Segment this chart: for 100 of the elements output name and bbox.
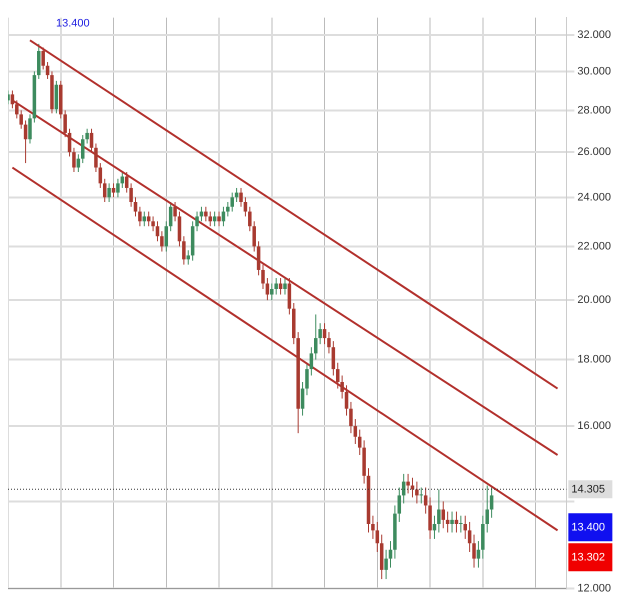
candlestick: [41, 46, 45, 70]
y-tick-label: 18.000: [577, 354, 612, 366]
text: 13.302: [571, 551, 606, 564]
candlestick: [459, 515, 463, 533]
candlestick: [248, 206, 252, 232]
candlestick: [283, 278, 287, 296]
candlestick: [463, 515, 467, 540]
candlestick: [72, 147, 76, 173]
candlestick: [415, 481, 419, 504]
candlestick: [446, 511, 450, 533]
candlestick: [420, 486, 424, 504]
candlestick: [85, 128, 89, 144]
candlestick: [322, 322, 326, 345]
y-tick-label: 20.000: [577, 294, 612, 306]
candlestick: [450, 511, 454, 533]
candlestick: [441, 500, 446, 529]
candlestick: [266, 278, 270, 301]
candlestick: [102, 178, 106, 203]
y-tick-label: 16.000: [577, 420, 612, 432]
candlestick: [160, 230, 164, 252]
candlestick: [384, 549, 388, 580]
candlestick: [116, 178, 120, 198]
candlestick: [252, 220, 256, 252]
candlestick: [120, 172, 124, 188]
candlestick: [24, 120, 28, 164]
candlestick: [112, 182, 116, 198]
candlestick: [146, 211, 150, 227]
candlestick: [490, 486, 494, 518]
candlestick: [142, 211, 146, 227]
annotation: 13.400: [56, 18, 90, 30]
candlestick: [156, 220, 160, 242]
candlestick: [354, 418, 358, 444]
candlestick: [261, 264, 265, 290]
candlestick: [402, 473, 406, 504]
candlestick: [230, 192, 234, 212]
candlestick: [336, 362, 340, 390]
candlestick: [344, 384, 348, 416]
candlestick: [124, 172, 128, 194]
candlestick: [182, 236, 186, 266]
y-tick-label: 24.000: [577, 191, 612, 204]
candlestick: [406, 473, 410, 494]
candlestick: [46, 62, 50, 80]
candlestick: [256, 240, 260, 276]
candlestick: [349, 401, 353, 434]
candlestick: [134, 196, 138, 217]
candlestick: [94, 143, 98, 173]
candlestick: [204, 206, 208, 222]
candlestick: [371, 515, 375, 540]
candlestick: [107, 182, 111, 203]
y-tick-label: 28.000: [577, 104, 612, 116]
candlestick: [472, 534, 476, 568]
candlestick: [151, 216, 155, 232]
candlestick: [332, 340, 336, 376]
candlestick: [222, 206, 226, 227]
candlestick: [340, 375, 344, 400]
candlestick: [274, 278, 278, 296]
candlestick: [239, 187, 243, 208]
text: 13.400: [571, 521, 606, 534]
ref-line-label: 14.305: [571, 483, 606, 496]
candlestick: [226, 202, 230, 217]
candlestick: [314, 314, 318, 360]
candlestick: [398, 486, 402, 522]
candlestick: [388, 540, 392, 568]
candlestick: [234, 187, 238, 203]
candlestick: [68, 128, 72, 157]
candlestick: [200, 206, 204, 222]
candlestick: [376, 521, 380, 552]
candlestick: [195, 211, 199, 232]
candlestick: [76, 154, 80, 173]
candlestick: [90, 128, 94, 153]
candlestick: [138, 206, 142, 227]
candlestick: [454, 511, 458, 533]
y-tick-label: 12.000: [577, 582, 612, 594]
candlestick: [437, 488, 441, 533]
candlestick: [358, 429, 362, 456]
candlestick: [98, 162, 102, 188]
candlestick: [410, 477, 414, 498]
candlestick: [310, 346, 314, 376]
candlestick: [300, 381, 304, 416]
candlestick: [28, 114, 32, 144]
candlestick: [212, 211, 216, 227]
y-tick-label: 22.000: [577, 240, 612, 252]
candlestick: [432, 515, 436, 540]
candlestick: [186, 250, 190, 266]
y-tick-label: 30.000: [577, 65, 612, 78]
candlestick: [327, 332, 331, 354]
candlestick: [305, 362, 309, 396]
candlestick: [129, 182, 133, 208]
candlestick: [476, 540, 480, 568]
y-tick-label: 32.000: [577, 28, 612, 41]
candlestick: [164, 220, 168, 252]
candlestick: [318, 322, 322, 345]
candlestick: [278, 278, 282, 296]
candlestick: [19, 110, 23, 130]
candlestick: [80, 134, 84, 164]
candlestick: [63, 110, 67, 138]
candlestick: [244, 196, 248, 217]
candlestick: [208, 211, 212, 227]
y-tick-label: 26.000: [577, 146, 612, 158]
candlestick: [270, 282, 274, 301]
